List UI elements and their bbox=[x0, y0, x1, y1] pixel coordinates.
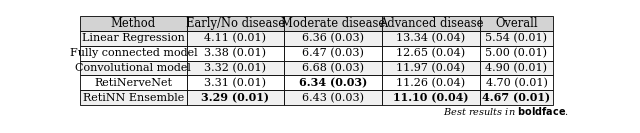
Text: 4.70 (0.01): 4.70 (0.01) bbox=[486, 78, 547, 88]
Text: 13.34 (0.04): 13.34 (0.04) bbox=[396, 33, 465, 43]
Text: 6.34 (0.03): 6.34 (0.03) bbox=[299, 77, 367, 88]
Bar bbox=[80, 61, 187, 75]
Text: 3.29 (0.01): 3.29 (0.01) bbox=[202, 92, 269, 103]
Text: 11.97 (0.04): 11.97 (0.04) bbox=[396, 63, 465, 73]
Bar bbox=[284, 75, 382, 90]
Text: 6.36 (0.03): 6.36 (0.03) bbox=[302, 33, 364, 43]
Bar bbox=[480, 75, 553, 90]
Bar bbox=[480, 46, 553, 61]
Text: RetiNerveNet: RetiNerveNet bbox=[94, 78, 172, 88]
Bar bbox=[187, 90, 284, 105]
Text: Convolutional model: Convolutional model bbox=[76, 63, 191, 73]
Text: Advanced disease: Advanced disease bbox=[379, 17, 483, 30]
Bar bbox=[284, 90, 382, 105]
Bar bbox=[382, 90, 480, 105]
Bar bbox=[284, 16, 382, 31]
Bar bbox=[480, 90, 553, 105]
Bar bbox=[80, 46, 187, 61]
Bar bbox=[382, 16, 480, 31]
Text: 6.47 (0.03): 6.47 (0.03) bbox=[302, 48, 364, 58]
Text: 11.26 (0.04): 11.26 (0.04) bbox=[396, 78, 465, 88]
Bar bbox=[80, 75, 187, 90]
Text: Fully connected model: Fully connected model bbox=[70, 48, 197, 58]
Text: 12.65 (0.04): 12.65 (0.04) bbox=[396, 48, 465, 58]
Bar bbox=[480, 61, 553, 75]
Text: Moderate disease: Moderate disease bbox=[281, 17, 385, 30]
Text: 5.00 (0.01): 5.00 (0.01) bbox=[486, 48, 547, 58]
Text: Overall: Overall bbox=[495, 17, 538, 30]
Text: Linear Regression: Linear Regression bbox=[82, 33, 185, 43]
Text: 11.10 (0.04): 11.10 (0.04) bbox=[393, 92, 468, 103]
Bar bbox=[187, 16, 284, 31]
Text: 3.31 (0.01): 3.31 (0.01) bbox=[205, 78, 266, 88]
Text: 3.38 (0.01): 3.38 (0.01) bbox=[205, 48, 266, 58]
Bar bbox=[80, 31, 187, 46]
Bar bbox=[187, 31, 284, 46]
Bar bbox=[480, 31, 553, 46]
Text: 4.11 (0.01): 4.11 (0.01) bbox=[205, 33, 266, 43]
Bar bbox=[284, 46, 382, 61]
Text: Best results in $\mathbf{boldface}$.: Best results in $\mathbf{boldface}$. bbox=[443, 105, 568, 117]
Text: 6.43 (0.03): 6.43 (0.03) bbox=[302, 92, 364, 103]
Bar bbox=[187, 61, 284, 75]
Bar bbox=[80, 16, 187, 31]
Bar bbox=[284, 61, 382, 75]
Bar bbox=[382, 61, 480, 75]
Bar bbox=[187, 46, 284, 61]
Text: 5.54 (0.01): 5.54 (0.01) bbox=[486, 33, 547, 43]
Text: 3.32 (0.01): 3.32 (0.01) bbox=[205, 63, 266, 73]
Bar bbox=[382, 75, 480, 90]
Text: 6.68 (0.03): 6.68 (0.03) bbox=[302, 63, 364, 73]
Text: Early/No disease: Early/No disease bbox=[186, 17, 285, 30]
Bar bbox=[382, 31, 480, 46]
Text: Method: Method bbox=[111, 17, 156, 30]
Text: 4.67 (0.01): 4.67 (0.01) bbox=[483, 92, 550, 103]
Bar bbox=[187, 75, 284, 90]
Text: RetiNN Ensemble: RetiNN Ensemble bbox=[83, 93, 184, 103]
Text: 4.90 (0.01): 4.90 (0.01) bbox=[486, 63, 547, 73]
Bar bbox=[80, 90, 187, 105]
Bar bbox=[480, 16, 553, 31]
Bar bbox=[382, 46, 480, 61]
Bar bbox=[284, 31, 382, 46]
